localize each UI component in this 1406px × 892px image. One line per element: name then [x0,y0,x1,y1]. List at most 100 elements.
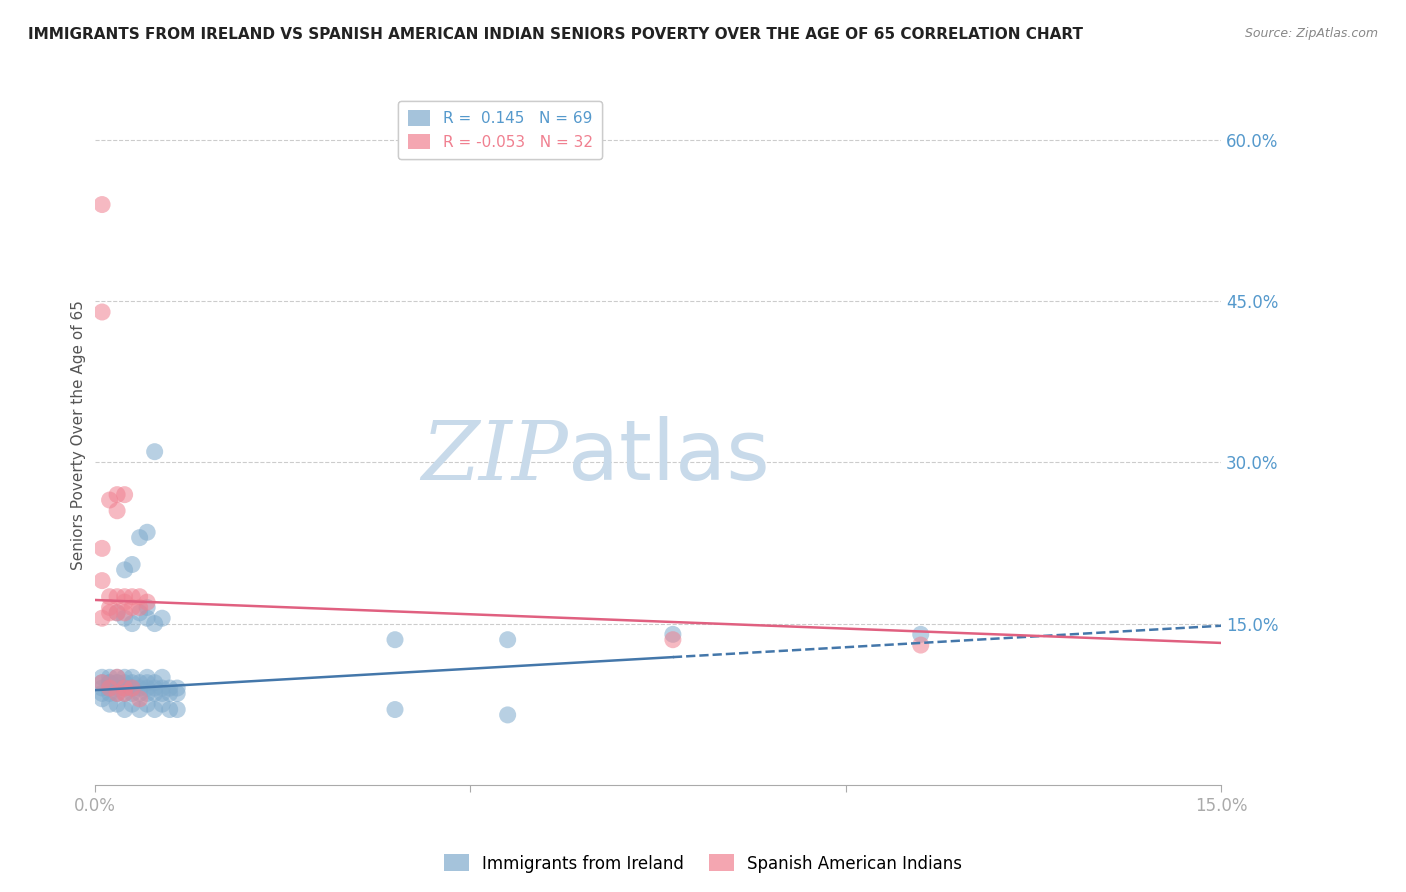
Point [662,627,685,641]
Point [496,707,519,722]
Point [159,686,181,700]
Point [121,681,143,695]
Point [91,670,114,684]
Point [128,691,150,706]
Point [384,702,406,716]
Point [91,675,114,690]
Point [114,681,136,695]
Point [662,632,685,647]
Legend: Immigrants from Ireland, Spanish American Indians: Immigrants from Ireland, Spanish America… [437,847,969,880]
Point [136,525,159,540]
Point [114,681,136,695]
Point [159,681,181,695]
Point [150,681,173,695]
Point [128,702,150,716]
Point [136,595,159,609]
Point [105,488,128,502]
Point [136,686,159,700]
Y-axis label: Seniors Poverty Over the Age of 65: Seniors Poverty Over the Age of 65 [72,301,86,571]
Point [114,611,136,625]
Point [98,606,121,620]
Point [136,600,159,615]
Point [128,590,150,604]
Point [166,681,188,695]
Point [105,606,128,620]
Point [143,675,166,690]
Point [98,697,121,711]
Point [121,697,143,711]
Point [136,681,159,695]
Point [105,590,128,604]
Point [105,606,128,620]
Point [114,670,136,684]
Point [128,600,150,615]
Point [91,541,114,556]
Legend: R =  0.145   N = 69, R = -0.053   N = 32: R = 0.145 N = 69, R = -0.053 N = 32 [398,101,602,159]
Point [98,600,121,615]
Point [98,675,121,690]
Point [143,444,166,458]
Point [150,611,173,625]
Point [128,531,150,545]
Point [98,686,121,700]
Point [114,488,136,502]
Point [114,595,136,609]
Point [121,670,143,684]
Point [91,574,114,588]
Point [128,681,150,695]
Point [91,305,114,319]
Text: ZIP: ZIP [420,417,568,497]
Point [114,563,136,577]
Point [114,686,136,700]
Text: IMMIGRANTS FROM IRELAND VS SPANISH AMERICAN INDIAN SENIORS POVERTY OVER THE AGE : IMMIGRANTS FROM IRELAND VS SPANISH AMERI… [28,27,1083,42]
Point [91,686,114,700]
Point [114,606,136,620]
Point [105,686,128,700]
Point [98,493,121,508]
Point [910,627,932,641]
Point [128,606,150,620]
Point [143,686,166,700]
Point [98,590,121,604]
Point [150,670,173,684]
Point [91,691,114,706]
Point [128,675,150,690]
Point [98,681,121,695]
Point [105,670,128,684]
Point [121,616,143,631]
Point [136,697,159,711]
Point [136,675,159,690]
Point [121,675,143,690]
Point [121,600,143,615]
Point [105,697,128,711]
Point [136,611,159,625]
Point [136,670,159,684]
Point [143,702,166,716]
Point [159,702,181,716]
Point [121,558,143,572]
Point [121,686,143,700]
Point [105,675,128,690]
Point [128,686,150,700]
Point [166,702,188,716]
Point [91,611,114,625]
Point [143,616,166,631]
Point [98,681,121,695]
Point [105,504,128,518]
Point [143,681,166,695]
Point [496,632,519,647]
Point [384,632,406,647]
Point [91,681,114,695]
Point [91,675,114,690]
Text: atlas: atlas [568,416,769,497]
Point [150,686,173,700]
Point [121,590,143,604]
Point [121,681,143,695]
Point [105,681,128,695]
Point [114,675,136,690]
Text: Source: ZipAtlas.com: Source: ZipAtlas.com [1244,27,1378,40]
Point [910,638,932,652]
Point [114,702,136,716]
Point [105,675,128,690]
Point [98,675,121,690]
